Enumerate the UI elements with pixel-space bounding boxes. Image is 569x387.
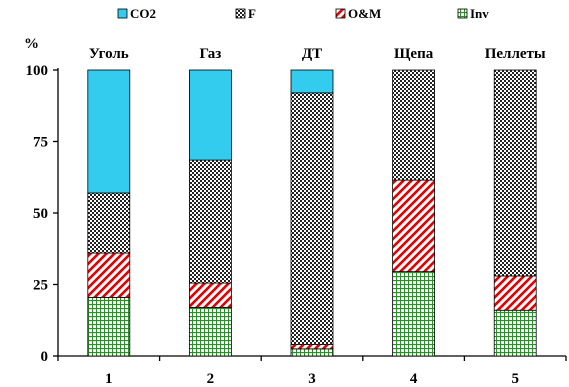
y-tick-label: 50	[33, 206, 48, 222]
x-tick-label-1: 1	[105, 371, 113, 387]
bar-segment-f-4	[392, 69, 436, 181]
bar-segment-co2-3	[290, 69, 334, 94]
bar-segment-f-1	[87, 192, 131, 254]
bar-segment-co2-1	[87, 69, 131, 194]
bar-segment-om-5	[493, 275, 537, 311]
bar-segment-f-2	[188, 159, 232, 284]
y-tick-label: 25	[33, 278, 48, 294]
bar-segment-co2-2	[188, 69, 232, 161]
legend-swatch-1	[235, 8, 246, 19]
bar-segment-inv-4	[392, 271, 436, 357]
axes: 0 25 50 75 100	[26, 63, 567, 365]
x-tick-label-3: 3	[308, 371, 316, 387]
legend-label-2: O&M	[348, 6, 381, 21]
legend-swatch-3	[457, 8, 468, 19]
legend: CO2 F O&M Inv	[117, 6, 489, 21]
x-tick-label-4: 4	[410, 371, 418, 387]
bar-segment-f-3	[290, 92, 334, 345]
bar-segment-om-2	[188, 282, 232, 308]
bar-top-label-1: Уголь	[89, 46, 129, 62]
bar-segment-om-4	[392, 179, 436, 273]
bar-segment-inv-3	[290, 348, 334, 357]
y-tick-label: 100	[26, 63, 49, 79]
bar-segment-f-5	[493, 69, 537, 277]
bar-segment-inv-5	[493, 309, 537, 357]
bar-segment-inv-1	[87, 296, 131, 357]
legend-label-3: Inv	[470, 6, 489, 21]
x-tick-label-5: 5	[511, 371, 519, 387]
y-tick-label: 75	[33, 135, 48, 151]
legend-label-1: F	[248, 6, 256, 21]
legend-swatch-2	[335, 8, 346, 19]
labels: 1 Уголь 2 Газ 3 ДТ 4 Щепа 5 Пеллеты	[89, 46, 546, 387]
bar-top-label-5: Пеллеты	[485, 46, 546, 62]
bars	[87, 69, 537, 357]
y-axis-label: %	[24, 36, 39, 52]
legend-swatch-0	[117, 8, 128, 19]
bar-segment-om-1	[87, 252, 131, 298]
x-tick-label-2: 2	[207, 371, 215, 387]
bar-top-label-2: Газ	[200, 46, 222, 62]
legend-label-0: CO2	[130, 6, 156, 21]
bar-top-label-3: ДТ	[302, 46, 322, 62]
bar-segment-om-3	[290, 344, 334, 350]
y-tick-label: 0	[41, 349, 49, 365]
bar-segment-inv-2	[188, 306, 232, 357]
bar-top-label-4: Щепа	[394, 46, 434, 62]
